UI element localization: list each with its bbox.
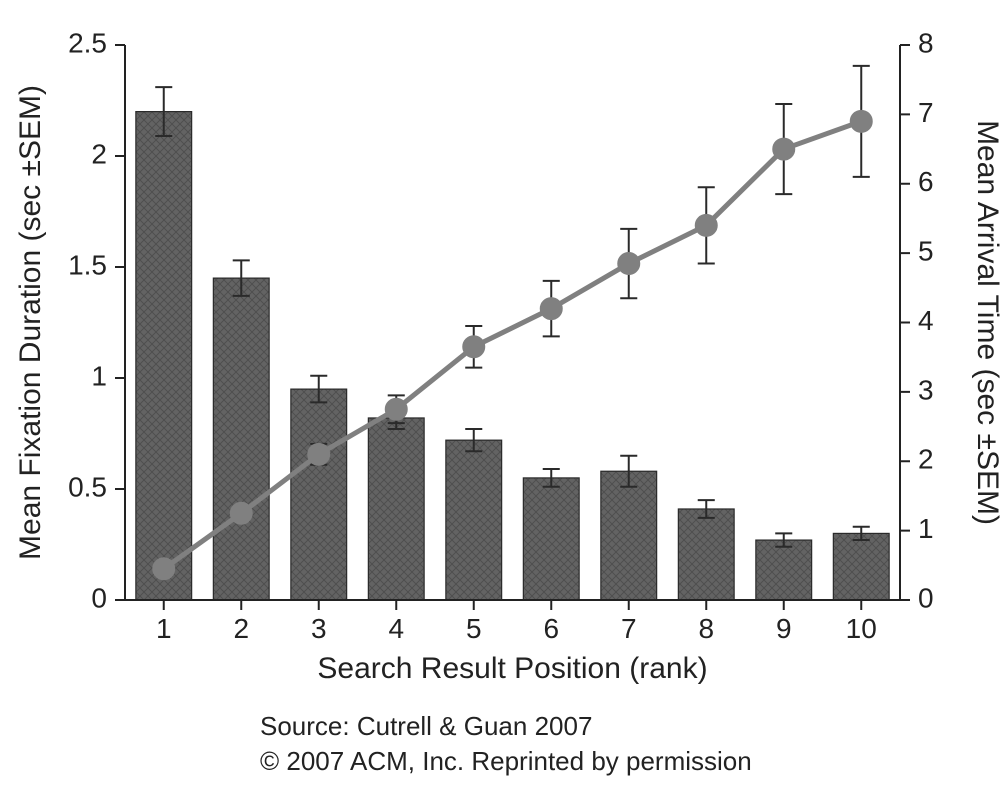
y-left-tick-label: 0 [91, 582, 107, 613]
line-marker [230, 502, 252, 524]
line-marker [308, 443, 330, 465]
bar [446, 440, 502, 600]
y-right-tick-label: 7 [918, 97, 934, 128]
y-left-tick-label: 2 [91, 138, 107, 169]
x-tick-label: 2 [233, 613, 249, 644]
line-marker [385, 398, 407, 420]
x-tick-label: 9 [776, 613, 792, 644]
y-right-tick-label: 6 [918, 166, 934, 197]
caption-copyright: © 2007 ACM, Inc. Reprinted by permission [260, 746, 752, 776]
x-tick-label: 1 [156, 613, 172, 644]
y-right-axis-label: Mean Arrival Time (sec ±SEM) [971, 120, 1000, 525]
bar [601, 471, 657, 600]
line-marker [773, 138, 795, 160]
y-left-tick-label: 1 [91, 360, 107, 391]
y-right-tick-label: 2 [918, 444, 934, 475]
bar [368, 418, 424, 600]
y-left-tick-label: 2.5 [68, 27, 107, 58]
bar [291, 389, 347, 600]
y-left-axis-label: Mean Fixation Duration (sec ±SEM) [14, 85, 47, 560]
chart-container: 0 0.5 1 1.5 2 2.5 0 1 2 3 4 5 6 7 8 1 2 3 4 5 6 7 8 9 10 Search R… [0, 0, 1000, 797]
x-tick-label: 4 [388, 613, 404, 644]
bar [756, 540, 812, 600]
y-right-tick-label: 1 [918, 513, 934, 544]
y-left-tick-label: 0.5 [68, 471, 107, 502]
y-right-tick-label: 3 [918, 374, 934, 405]
x-tick-label: 6 [543, 613, 559, 644]
fixation-arrival-chart: 0 0.5 1 1.5 2 2.5 0 1 2 3 4 5 6 7 8 1 2 3 4 5 6 7 8 9 10 Search R… [0, 0, 1000, 797]
line-marker [153, 558, 175, 580]
line-marker [618, 253, 640, 275]
x-tick-label: 5 [466, 613, 482, 644]
y-left-tick-label: 1.5 [68, 249, 107, 280]
y-right-tick-label: 8 [918, 27, 934, 58]
y-right-tick-label: 0 [918, 582, 934, 613]
bar [678, 509, 734, 600]
bar [213, 278, 269, 600]
x-tick-label: 10 [846, 613, 877, 644]
y-right-tick-label: 5 [918, 236, 934, 267]
line-marker [850, 110, 872, 132]
line-marker [463, 336, 485, 358]
bar [136, 112, 192, 600]
bar [523, 478, 579, 600]
caption-source: Source: Cutrell & Guan 2007 [260, 711, 592, 741]
y-right-tick-label: 4 [918, 305, 934, 336]
x-tick-label: 7 [621, 613, 637, 644]
x-tick-label: 3 [311, 613, 327, 644]
x-axis-label: Search Result Position (rank) [317, 652, 707, 685]
line-marker [695, 214, 717, 236]
line-marker [540, 298, 562, 320]
bar [833, 533, 889, 600]
x-tick-label: 8 [698, 613, 714, 644]
